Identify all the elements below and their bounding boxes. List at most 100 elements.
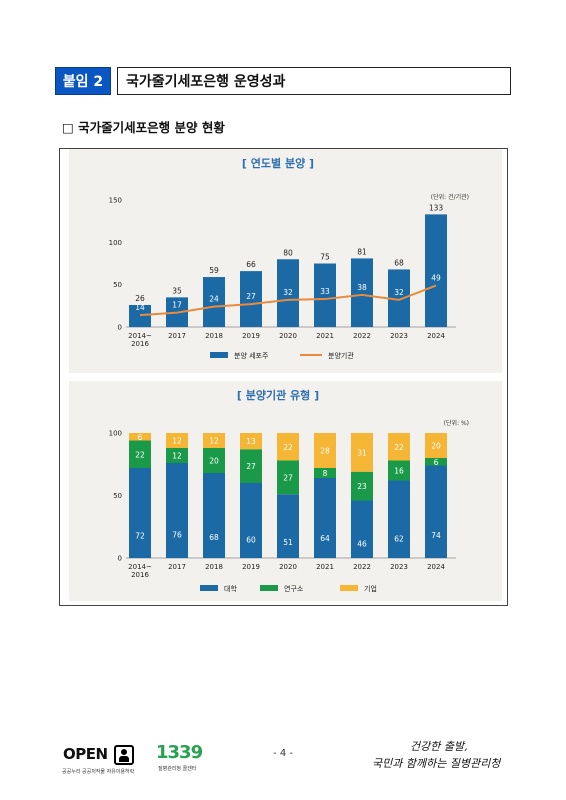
chart2-bar-segment [277, 460, 299, 495]
chart1-line-label: 33 [320, 287, 330, 296]
chart2-segment-label: 20 [209, 457, 219, 466]
chart2-segment-label: 27 [246, 462, 256, 471]
chart1-bar [388, 269, 410, 327]
chart2-bar-segment [166, 463, 188, 558]
chart2-segment-label: 27 [283, 473, 293, 482]
chart1-bar-label: 81 [357, 247, 367, 256]
chart2-segment-label: 12 [172, 437, 182, 446]
chart1-bar-label: 80 [283, 248, 293, 257]
chart1-legend-swatch-bar [210, 352, 228, 358]
chart2-segment-label: 12 [209, 437, 219, 446]
chart1-x-tick: 2024 [427, 332, 445, 340]
chart-recipient-type: [ 분양기관 유형 ](단위: %)0501007222676121268201… [109, 388, 469, 593]
open-logo-text: OPEN [63, 745, 108, 763]
chart2-segment-label: 6 [138, 433, 143, 442]
chart2-bar-segment [388, 460, 410, 481]
chart1-x-tick: 2020 [279, 332, 297, 340]
chart2-x-tick: 2019 [242, 563, 260, 571]
chart2-bar-segment [129, 440, 151, 468]
chart1-bar-label: 59 [209, 266, 219, 275]
chart1-line-label: 27 [246, 292, 256, 301]
chart2-bar-segment [388, 480, 410, 558]
chart2-segment-label: 60 [246, 535, 256, 544]
chart1-line-label: 38 [357, 283, 367, 292]
chart1-bar-label: 133 [429, 203, 444, 212]
chart2-segment-label: 28 [320, 447, 330, 456]
page-number: - 4 - [273, 748, 293, 759]
callcenter-1339-logo: 1339 질병관리청 콜센터 [156, 742, 216, 778]
logo-1339-subtext: 질병관리청 콜센터 [158, 766, 197, 772]
chart2-bar-segment [203, 448, 225, 473]
chart2-legend-swatch [260, 585, 278, 591]
chart1-legend-line-label: 분양기관 [328, 351, 354, 360]
chart1-bar-label: 68 [394, 258, 404, 267]
chart2-y-tick: 0 [118, 555, 122, 563]
chart2-unit: (단위: %) [444, 419, 469, 427]
chart2-x-tick: 2022 [353, 563, 371, 571]
open-license-logo: OPEN 공공누리 공공저작물 자유이용허락 [60, 742, 138, 778]
person-icon [114, 745, 134, 765]
chart2-x-tick: 2021 [316, 563, 334, 571]
chart1-line-label: 32 [394, 288, 404, 297]
chart2-segment-label: 16 [394, 467, 404, 476]
chart2-bar-segment [314, 468, 336, 478]
chart1-x-tick: 2021 [316, 332, 334, 340]
chart1-x-tick: 2016 [131, 340, 149, 348]
chart1-bar [425, 214, 447, 327]
chart1-x-tick: 2022 [353, 332, 371, 340]
chart1-bar-label: 66 [246, 260, 256, 269]
chart2-segment-label: 76 [172, 530, 182, 539]
chart1-y-tick: 150 [109, 197, 122, 205]
chart2-segment-label: 62 [394, 535, 404, 544]
chart1-bar [277, 259, 299, 327]
chart1-bar [129, 304, 151, 327]
chart2-bar-segment [277, 494, 299, 558]
chart1-line-label: 24 [209, 295, 219, 304]
chart2-bar-segment [425, 458, 447, 466]
chart2-x-tick: 2016 [131, 571, 149, 579]
chart2-bar-segment [425, 433, 447, 458]
chart2-x-tick: 2020 [279, 563, 297, 571]
slogan-line1: 건강한 출발, [410, 740, 468, 753]
chart2-segment-label: 20 [431, 442, 441, 451]
chart2-bar-segment [351, 471, 373, 501]
kdca-slogan: 건강한 출발, 국민과 함께하는 질병관리청 [372, 738, 512, 778]
chart1-bar [314, 263, 336, 327]
chart1-legend-bar-label: 분양 세포주 [234, 351, 269, 360]
chart2-segment-label: 22 [135, 450, 145, 459]
chart2-segment-label: 22 [394, 443, 404, 452]
chart2-bar-segment [129, 468, 151, 558]
chart2-legend-swatch [340, 585, 358, 591]
chart1-x-tick: 2023 [390, 332, 408, 340]
chart2-bar-segment [425, 465, 447, 558]
chart1-bar [351, 258, 373, 327]
chart2-bar-segment [129, 433, 151, 441]
chart2-segment-label: 23 [357, 482, 367, 491]
chart2-segment-label: 8 [323, 469, 328, 478]
chart2-segment-label: 51 [283, 538, 293, 547]
chart2-segment-label: 72 [135, 532, 145, 541]
chart2-y-tick: 100 [109, 430, 122, 438]
chart2-segment-label: 6 [434, 458, 439, 467]
chart1-y-tick: 100 [109, 239, 122, 247]
section-heading: □ 국가줄기세포은행 분양 현황 [62, 120, 225, 135]
chart2-bar-segment [314, 433, 336, 468]
chart1-line-series [139, 284, 437, 317]
chart2-legend-label: 연구소 [284, 585, 304, 593]
chart1-bar-label: 26 [135, 294, 145, 303]
chart2-x-tick: 2018 [205, 563, 223, 571]
attachment-badge: 붙임 2 [55, 67, 111, 95]
open-logo-subtext: 공공누리 공공저작물 자유이용허락 [62, 769, 135, 775]
chart2-bar-segment [351, 500, 373, 558]
chart2-segment-label: 12 [172, 452, 182, 461]
chart2-legend-swatch [200, 585, 218, 591]
chart2-legend-label: 대학 [224, 584, 237, 593]
chart2-title: [ 분양기관 유형 ] [237, 388, 319, 402]
chart1-x-tick: 2014~ [128, 332, 152, 340]
chart1-x-tick: 2018 [205, 332, 223, 340]
attachment-title: 국가줄기세포은행 운영성과 [117, 67, 511, 95]
chart2-x-tick: 2017 [168, 563, 186, 571]
chart2-bar-segment [203, 473, 225, 558]
chart2-bar-segment [314, 478, 336, 558]
chart1-x-tick: 2019 [242, 332, 260, 340]
